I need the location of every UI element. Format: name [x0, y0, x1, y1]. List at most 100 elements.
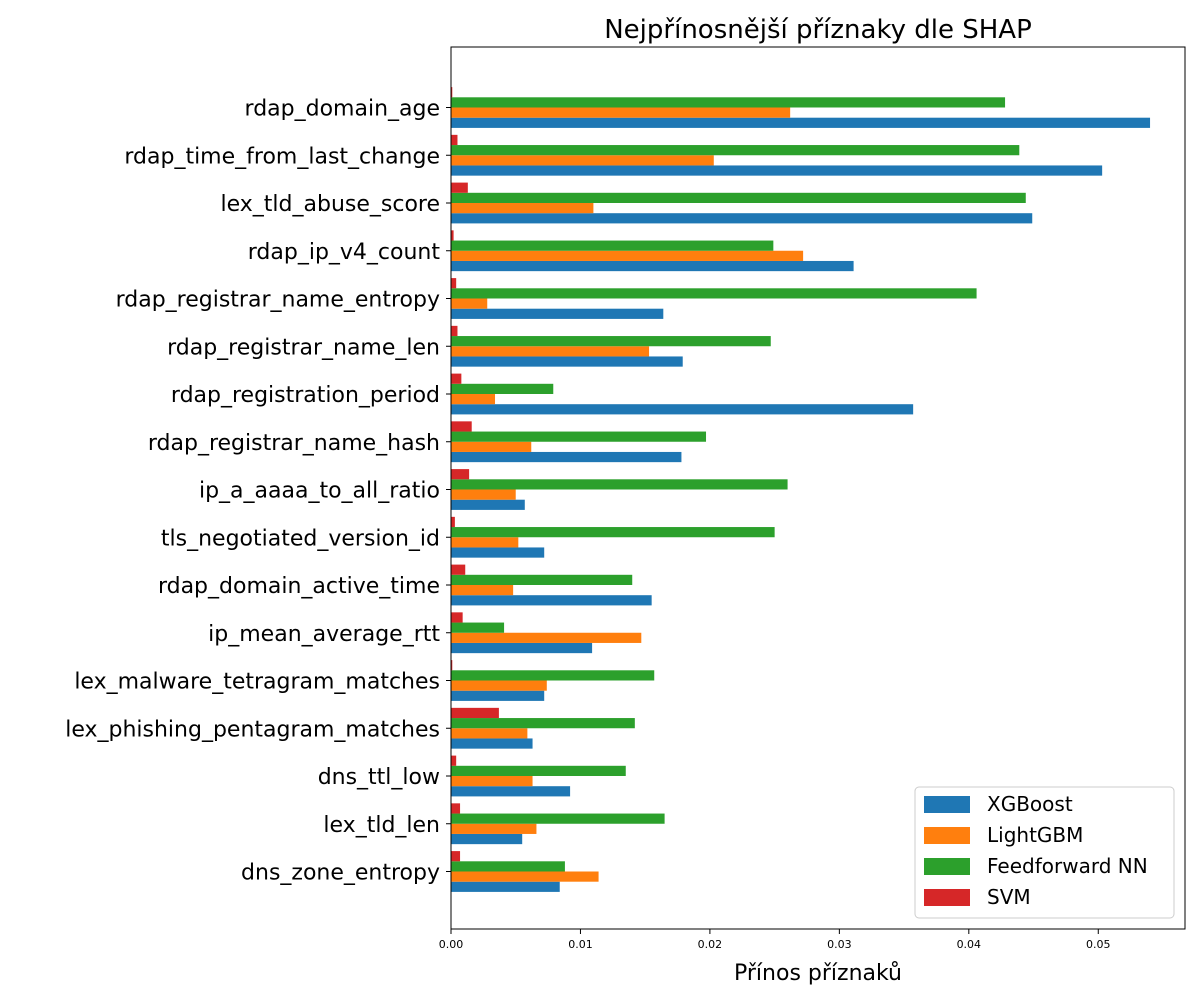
y-tick-label: dns_ttl_low: [318, 765, 440, 790]
bar-svm-rdap-registrar-name-hash: [451, 421, 472, 432]
bar-xgboost-rdap-registrar-name-hash: [451, 451, 682, 463]
bar-feedforward-nn-tls-negotiated-version-id: [451, 527, 775, 538]
bar-svm-dns-zone-entropy: [451, 851, 461, 862]
x-tick-label: 0.02: [698, 938, 723, 951]
y-tick-label: rdap_registrar_name_entropy: [116, 288, 440, 313]
bar-svm-ip-a-aaaa-to-all-ratio: [451, 469, 470, 480]
bar-svm-rdap-registrar-name-len: [451, 325, 458, 337]
bar-feedforward-nn-lex-tld-abuse-score: [451, 192, 1026, 203]
legend-label: SVM: [987, 885, 1031, 909]
bar-lightgbm-rdap-domain-active-time: [451, 585, 514, 596]
y-tick-label: rdap_time_from_last_change: [124, 144, 440, 169]
y-tick-label: rdap_domain_age: [245, 97, 440, 122]
bar-lightgbm-rdap-registrar-name-len: [451, 346, 650, 357]
y-tick-label: dns_zone_entropy: [241, 861, 440, 886]
y-tick-label: rdap_registrar_name_len: [167, 335, 440, 360]
bar-xgboost-lex-tld-abuse-score: [451, 213, 1033, 224]
y-tick-label: rdap_domain_active_time: [158, 574, 440, 599]
bar-feedforward-nn-dns-zone-entropy: [451, 861, 565, 872]
bar-lightgbm-rdap-registrar-name-entropy: [451, 298, 488, 309]
bar-xgboost-dns-zone-entropy: [451, 881, 560, 892]
bar-feedforward-nn-lex-tld-len: [451, 813, 665, 824]
bar-feedforward-nn-rdap-registrar-name-len: [451, 336, 771, 347]
bar-xgboost-dns-ttl-low: [451, 786, 571, 797]
bar-xgboost-lex-malware-tetragram-matches: [451, 690, 545, 701]
x-axis: 0.00 0.01 0.02 0.03 0.04 0.05: [439, 929, 1111, 951]
bar-feedforward-nn-rdap-domain-age: [451, 97, 1006, 108]
legend-swatch-xgboost: [924, 796, 970, 813]
x-tick-label: 0.01: [568, 938, 593, 951]
y-tick-label: tls_negotiated_version_id: [161, 526, 440, 551]
bar-feedforward-nn-dns-ttl-low: [451, 765, 626, 776]
y-axis: rdap_domain_age rdap_time_from_last_chang…: [65, 97, 451, 886]
bar-xgboost-ip-mean-average-rtt: [451, 642, 593, 654]
bar-xgboost-ip-a-aaaa-to-all-ratio: [451, 499, 525, 510]
bar-svm-lex-tld-len: [451, 803, 461, 814]
y-tick-label: rdap_ip_v4_count: [248, 240, 441, 265]
bar-xgboost-rdap-domain-active-time: [451, 595, 652, 606]
bars-layer: [451, 87, 1151, 892]
y-tick-label: lex_tld_len: [323, 813, 440, 838]
bar-xgboost-rdap-registrar-name-entropy: [451, 308, 664, 319]
legend-box: [914, 786, 1175, 919]
bar-feedforward-nn-lex-malware-tetragram-matches: [451, 670, 655, 681]
bar-svm-rdap-time-from-last-change: [451, 134, 458, 146]
bar-svm-ip-mean-average-rtt: [451, 612, 463, 623]
bar-lightgbm-rdap-domain-age: [451, 107, 791, 118]
bar-lightgbm-lex-tld-abuse-score: [451, 203, 594, 214]
legend-label: LightGBM: [987, 823, 1083, 847]
y-tick-label: rdap_registration_period: [171, 383, 440, 408]
bar-lightgbm-lex-tld-len: [451, 823, 537, 834]
y-tick-label: ip_mean_average_rtt: [208, 622, 440, 647]
legend-swatch-svm: [924, 889, 970, 906]
bar-xgboost-rdap-time-from-last-change: [451, 165, 1103, 176]
y-tick-label: lex_malware_tetragram_matches: [74, 670, 440, 695]
bar-feedforward-nn-rdap-domain-active-time: [451, 574, 633, 585]
bar-xgboost-lex-phishing-pentagram-matches: [451, 738, 533, 749]
bar-xgboost-rdap-ip-v4-count: [451, 260, 854, 272]
bar-feedforward-nn-rdap-registrar-name-entropy: [451, 288, 977, 299]
bar-lightgbm-ip-a-aaaa-to-all-ratio: [451, 489, 516, 500]
bar-feedforward-nn-rdap-registrar-name-hash: [451, 431, 707, 442]
y-tick-label: ip_a_aaaa_to_all_ratio: [199, 479, 440, 504]
bar-lightgbm-rdap-time-from-last-change: [451, 155, 714, 166]
x-tick-label: 0.05: [1086, 938, 1111, 951]
y-tick-label: rdap_registrar_name_hash: [148, 431, 440, 456]
bar-svm-lex-phishing-pentagram-matches: [451, 707, 499, 719]
bar-svm-lex-malware-tetragram-matches: [451, 660, 453, 671]
bar-xgboost-lex-tld-len: [451, 833, 523, 845]
legend: XGBoost LightGBM Feedforward NN SVM: [914, 786, 1175, 919]
bar-svm-rdap-ip-v4-count: [451, 230, 454, 241]
bar-lightgbm-ip-mean-average-rtt: [451, 632, 642, 643]
x-tick-label: 0.03: [827, 938, 852, 951]
bar-feedforward-nn-lex-phishing-pentagram-matches: [451, 718, 635, 729]
bar-svm-lex-tld-abuse-score: [451, 182, 468, 193]
chart-title: Nejpřínosnější příznaky dle SHAP: [604, 15, 1032, 45]
legend-swatch-lightgbm: [924, 827, 970, 844]
bar-svm-dns-ttl-low: [451, 755, 457, 766]
y-tick-label: lex_phishing_pentagram_matches: [65, 717, 440, 742]
legend-swatch-feedforward-nn: [924, 858, 970, 875]
bar-feedforward-nn-rdap-time-from-last-change: [451, 145, 1020, 156]
bar-lightgbm-rdap-registration-period: [451, 394, 496, 405]
bar-feedforward-nn-ip-a-aaaa-to-all-ratio: [451, 479, 788, 490]
plot-frame: [450, 46, 1186, 930]
bar-lightgbm-rdap-ip-v4-count: [451, 250, 804, 261]
bar-xgboost-rdap-registration-period: [451, 404, 914, 415]
bar-xgboost-tls-negotiated-version-id: [451, 547, 545, 558]
bar-xgboost-rdap-registrar-name-len: [451, 356, 683, 367]
y-tick-label: lex_tld_abuse_score: [221, 192, 440, 217]
bar-lightgbm-dns-zone-entropy: [451, 871, 599, 882]
x-axis-label: Přínos příznaků: [734, 961, 902, 986]
bar-lightgbm-lex-phishing-pentagram-matches: [451, 728, 528, 739]
bar-lightgbm-rdap-registrar-name-hash: [451, 441, 532, 452]
bar-xgboost-rdap-domain-age: [451, 117, 1151, 128]
bar-feedforward-nn-rdap-ip-v4-count: [451, 240, 774, 251]
bar-svm-rdap-registration-period: [451, 373, 462, 384]
bar-feedforward-nn-ip-mean-average-rtt: [451, 622, 505, 633]
bar-svm-rdap-registrar-name-entropy: [451, 278, 457, 289]
bar-lightgbm-tls-negotiated-version-id: [451, 537, 519, 548]
x-tick-label: 0.04: [957, 938, 982, 951]
